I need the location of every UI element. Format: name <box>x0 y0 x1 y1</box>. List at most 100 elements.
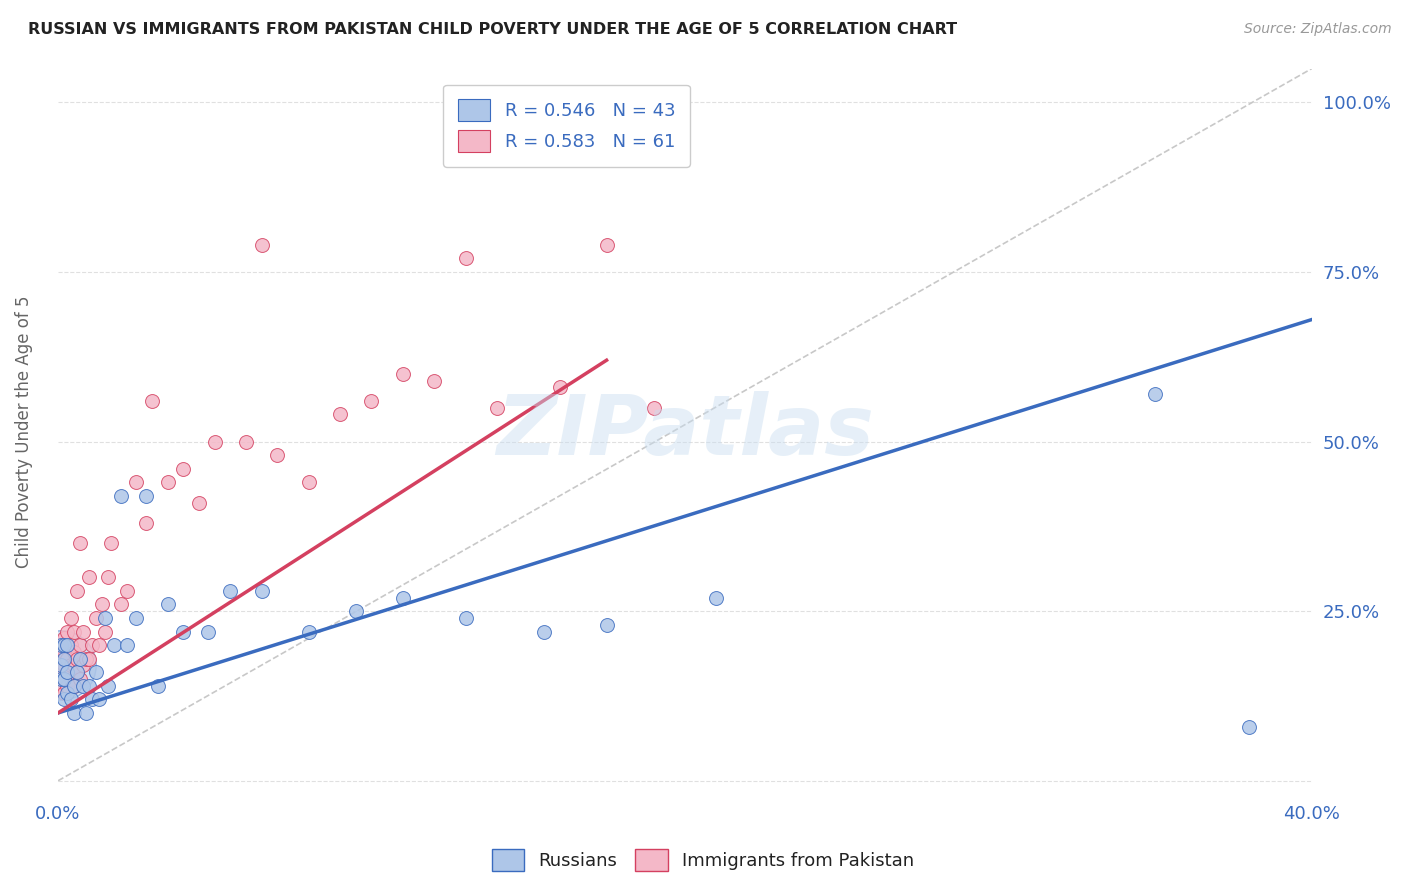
Point <box>59 692 82 706</box>
Point <box>53 685 76 699</box>
Point <box>135 489 157 503</box>
Point <box>197 624 219 639</box>
Point <box>250 583 273 598</box>
Point <box>266 448 288 462</box>
Point <box>392 367 415 381</box>
Point <box>298 475 321 490</box>
Point <box>62 706 84 720</box>
Point <box>97 570 120 584</box>
Point <box>59 672 82 686</box>
Point <box>53 672 76 686</box>
Text: Source: ZipAtlas.com: Source: ZipAtlas.com <box>1244 22 1392 37</box>
Point <box>79 679 101 693</box>
Point <box>49 679 72 693</box>
Point <box>595 617 617 632</box>
Point <box>75 706 97 720</box>
Point <box>533 624 555 639</box>
Point <box>56 638 79 652</box>
Point <box>53 651 76 665</box>
Point <box>56 665 79 680</box>
Point <box>56 624 79 639</box>
Point <box>49 665 72 680</box>
Point <box>156 475 179 490</box>
Point <box>72 658 94 673</box>
Point <box>53 658 76 673</box>
Point <box>69 536 91 550</box>
Point <box>548 380 571 394</box>
Point <box>56 685 79 699</box>
Point <box>643 401 665 415</box>
Point <box>704 591 727 605</box>
Point <box>66 665 89 680</box>
Point <box>1144 387 1167 401</box>
Point <box>125 475 148 490</box>
Point <box>115 583 138 598</box>
Point <box>53 632 76 646</box>
Point <box>148 679 170 693</box>
Point <box>110 598 132 612</box>
Point <box>82 692 104 706</box>
Point <box>204 434 226 449</box>
Point <box>66 651 89 665</box>
Point <box>53 692 76 706</box>
Point <box>298 624 321 639</box>
Point <box>62 658 84 673</box>
Point <box>250 238 273 252</box>
Point <box>49 658 72 673</box>
Point <box>87 638 110 652</box>
Point <box>84 665 107 680</box>
Point <box>49 658 72 673</box>
Point <box>62 624 84 639</box>
Point <box>56 665 79 680</box>
Point <box>188 496 211 510</box>
Point <box>94 624 117 639</box>
Point <box>62 679 84 693</box>
Point <box>97 679 120 693</box>
Point <box>329 408 352 422</box>
Point <box>59 611 82 625</box>
Point <box>360 393 382 408</box>
Point <box>56 679 79 693</box>
Point <box>49 638 72 652</box>
Point <box>135 516 157 530</box>
Point <box>454 252 477 266</box>
Point <box>172 462 194 476</box>
Point <box>53 638 76 652</box>
Point <box>110 489 132 503</box>
Legend: Russians, Immigrants from Pakistan: Russians, Immigrants from Pakistan <box>484 842 922 879</box>
Point <box>69 672 91 686</box>
Point <box>125 611 148 625</box>
Point <box>79 570 101 584</box>
Point <box>49 672 72 686</box>
Point <box>156 598 179 612</box>
Point <box>100 536 122 550</box>
Point <box>103 638 125 652</box>
Point <box>62 679 84 693</box>
Point <box>84 611 107 625</box>
Point <box>87 692 110 706</box>
Point <box>235 434 257 449</box>
Point <box>392 591 415 605</box>
Point <box>53 672 76 686</box>
Point <box>94 611 117 625</box>
Point <box>66 665 89 680</box>
Point <box>344 604 367 618</box>
Y-axis label: Child Poverty Under the Age of 5: Child Poverty Under the Age of 5 <box>15 295 32 567</box>
Point <box>82 638 104 652</box>
Point <box>72 679 94 693</box>
Point <box>90 598 112 612</box>
Point <box>79 651 101 665</box>
Point <box>59 638 82 652</box>
Point <box>56 651 79 665</box>
Text: RUSSIAN VS IMMIGRANTS FROM PAKISTAN CHILD POVERTY UNDER THE AGE OF 5 CORRELATION: RUSSIAN VS IMMIGRANTS FROM PAKISTAN CHIL… <box>28 22 957 37</box>
Point <box>423 374 446 388</box>
Point <box>595 238 617 252</box>
Point <box>66 583 89 598</box>
Point <box>219 583 242 598</box>
Point <box>59 658 82 673</box>
Point <box>72 624 94 639</box>
Point <box>49 638 72 652</box>
Point <box>69 651 91 665</box>
Point <box>62 645 84 659</box>
Point <box>172 624 194 639</box>
